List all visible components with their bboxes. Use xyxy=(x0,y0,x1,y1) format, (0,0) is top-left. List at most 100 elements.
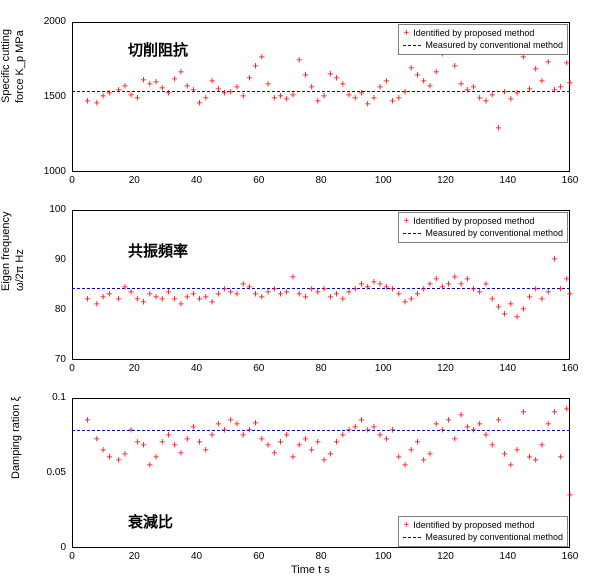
xtick: 100 xyxy=(371,175,395,186)
xlabel: Time t s xyxy=(291,564,330,576)
data-marker: + xyxy=(321,92,327,103)
data-marker: + xyxy=(115,295,121,306)
data-marker: + xyxy=(427,81,433,92)
xtick: 160 xyxy=(558,551,582,562)
data-marker: + xyxy=(140,441,146,452)
xtick: 0 xyxy=(60,363,84,374)
xtick: 160 xyxy=(558,363,582,374)
data-marker: + xyxy=(414,438,420,449)
legend-line-icon xyxy=(403,537,421,538)
xtick: 140 xyxy=(496,175,520,186)
xtick: 140 xyxy=(496,363,520,374)
data-marker: + xyxy=(327,450,333,461)
legend-label: Measured by conventional method xyxy=(425,228,563,240)
data-marker: + xyxy=(427,450,433,461)
data-marker: + xyxy=(545,420,551,431)
legend-line-icon xyxy=(403,45,421,46)
data-marker: + xyxy=(551,255,557,266)
ytick: 100 xyxy=(32,204,66,215)
xtick: 120 xyxy=(434,363,458,374)
ylabel-damping: Damping ration ξ xyxy=(10,467,22,479)
xtick: 100 xyxy=(371,551,395,562)
legend-line-icon xyxy=(403,233,421,234)
data-marker: + xyxy=(203,93,209,104)
data-marker: + xyxy=(389,426,395,437)
xtick: 0 xyxy=(60,175,84,186)
xtick: 120 xyxy=(434,551,458,562)
xtick: 140 xyxy=(496,551,520,562)
xtick: 20 xyxy=(122,175,146,186)
xtick: 20 xyxy=(122,363,146,374)
data-marker: + xyxy=(514,445,520,456)
data-marker: + xyxy=(209,430,215,441)
xtick: 40 xyxy=(185,363,209,374)
data-marker: + xyxy=(165,89,171,100)
xtick: 40 xyxy=(185,175,209,186)
data-marker: + xyxy=(134,93,140,104)
data-marker: + xyxy=(106,89,112,100)
data-marker: + xyxy=(564,275,570,286)
xtick: 120 xyxy=(434,175,458,186)
data-marker: + xyxy=(290,272,296,283)
xtick: 80 xyxy=(309,175,333,186)
legend-marker-icon: + xyxy=(403,519,409,532)
legend-label: Identified by proposed method xyxy=(413,216,534,228)
data-marker: + xyxy=(302,71,308,82)
xtick: 20 xyxy=(122,551,146,562)
data-marker: + xyxy=(539,441,545,452)
data-marker: + xyxy=(564,59,570,70)
xtick: 160 xyxy=(558,175,582,186)
data-marker: + xyxy=(520,408,526,419)
data-marker: + xyxy=(567,78,573,89)
ylabel-eigen: Eigen frequency xyxy=(0,279,12,291)
legend-row: Measured by conventional method xyxy=(403,228,563,240)
data-marker: + xyxy=(106,290,112,301)
ytick: 80 xyxy=(32,304,66,315)
data-marker: + xyxy=(458,411,464,422)
ytick: 90 xyxy=(32,254,66,265)
data-marker: + xyxy=(284,287,290,298)
annotation-eigen: 共振頻率 xyxy=(128,240,188,261)
data-marker: + xyxy=(240,92,246,103)
data-marker: + xyxy=(508,460,514,471)
data-marker: + xyxy=(567,290,573,301)
data-marker: + xyxy=(439,426,445,437)
data-marker: + xyxy=(271,448,277,459)
data-marker: + xyxy=(122,450,128,461)
data-marker: + xyxy=(203,445,209,456)
data-marker: + xyxy=(106,453,112,464)
xtick: 40 xyxy=(185,551,209,562)
legend-eigen: + Identified by proposed methodMeasured b… xyxy=(398,212,568,243)
ytick: 2000 xyxy=(32,16,66,27)
annotation-kp: 切削阻抗 xyxy=(128,39,188,60)
xtick: 80 xyxy=(309,551,333,562)
data-marker: + xyxy=(557,83,563,94)
ylabel-kp: Specific cutting xyxy=(0,91,12,103)
data-marker: + xyxy=(495,123,501,134)
data-marker: + xyxy=(452,435,458,446)
data-marker: + xyxy=(539,77,545,88)
data-marker: + xyxy=(290,453,296,464)
legend-label: Measured by conventional method xyxy=(425,532,563,544)
data-marker: + xyxy=(84,415,90,426)
xtick: 80 xyxy=(309,363,333,374)
data-marker: + xyxy=(557,285,563,296)
xtick: 100 xyxy=(371,363,395,374)
data-marker: + xyxy=(483,280,489,291)
legend-marker-icon: + xyxy=(403,215,409,228)
data-marker: + xyxy=(514,89,520,100)
figure: 100015002000020406080100120140160Specifi… xyxy=(0,0,599,576)
data-marker: + xyxy=(290,90,296,101)
data-marker: + xyxy=(533,456,539,467)
data-marker: + xyxy=(489,90,495,101)
data-marker: + xyxy=(383,77,389,88)
data-marker: + xyxy=(371,93,377,104)
data-marker: + xyxy=(495,415,501,426)
ylabel2-kp: force K_p MPa xyxy=(14,91,26,103)
legend-marker-icon: + xyxy=(403,27,409,40)
data-marker: + xyxy=(533,65,539,76)
ylabel2-eigen: ω/2π Hz xyxy=(14,279,26,291)
data-marker: + xyxy=(489,441,495,452)
data-marker: + xyxy=(551,408,557,419)
data-marker: + xyxy=(190,86,196,97)
